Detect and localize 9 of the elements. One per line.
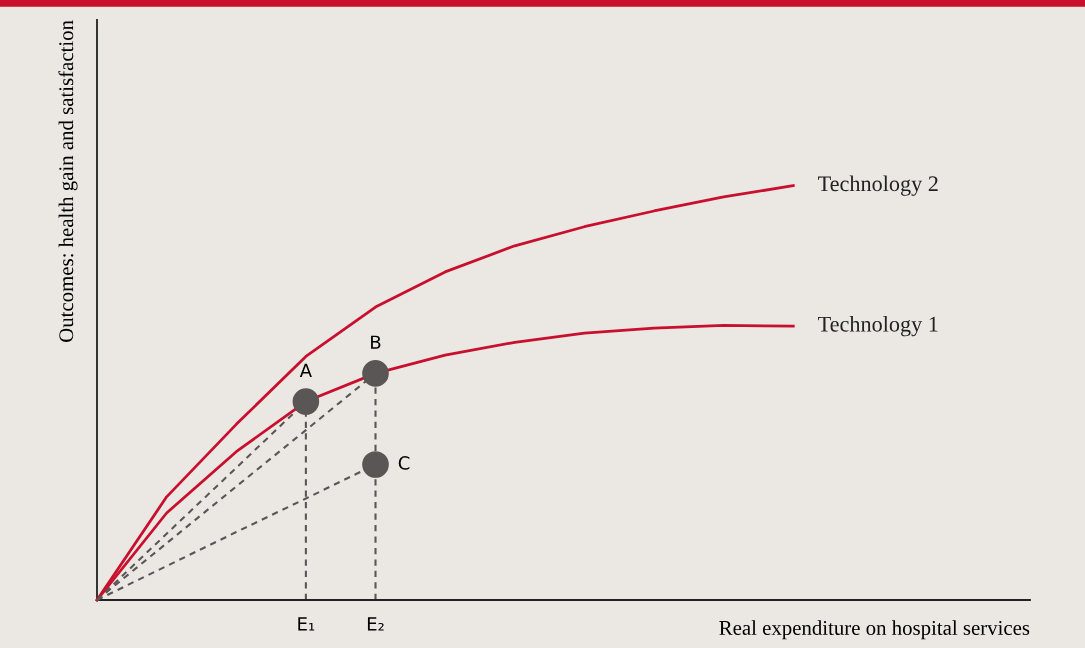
annotation: A xyxy=(299,363,312,377)
x-tick-label: E₂ xyxy=(367,617,384,631)
annotation: C xyxy=(398,456,410,470)
series-label: Technology 1 xyxy=(818,316,938,337)
annotation: B xyxy=(371,335,381,349)
x-axis-title: Real expenditure on hospital services xyxy=(719,620,1030,640)
y-axis-title: Outcomes: health gain and satisfaction xyxy=(58,20,78,342)
series-label: Technology 2 xyxy=(818,175,938,196)
x-tick-label: E₁ xyxy=(298,617,315,631)
